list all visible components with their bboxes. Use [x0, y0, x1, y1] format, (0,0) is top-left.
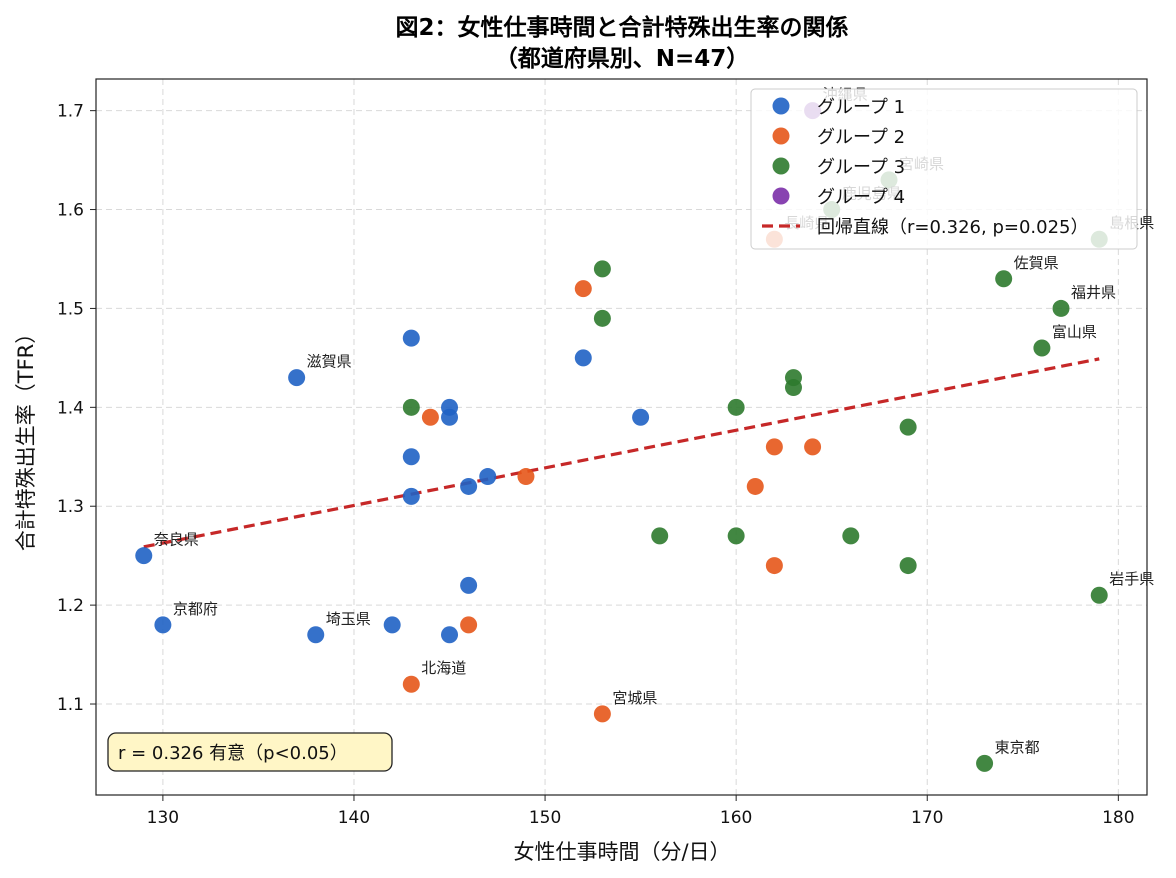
- data-point: [727, 398, 745, 416]
- legend-label: グループ 4: [817, 187, 905, 208]
- y-tick-label: 1.2: [57, 596, 84, 616]
- point-label: 東京都: [995, 738, 1040, 756]
- data-point: [402, 487, 420, 505]
- legend-marker: [772, 127, 790, 145]
- data-point: [135, 547, 153, 565]
- point-label: 福井県: [1071, 283, 1116, 301]
- data-point: [995, 270, 1013, 288]
- data-point: [307, 626, 325, 644]
- regression-line: [143, 357, 1100, 549]
- x-tick-label: 180: [1102, 808, 1134, 828]
- data-point: [479, 468, 497, 486]
- data-point: [632, 408, 650, 426]
- y-tick-label: 1.5: [57, 299, 84, 319]
- data-point: [593, 260, 611, 278]
- legend-marker: [772, 157, 790, 175]
- data-point: [402, 675, 420, 693]
- y-tick-label: 1.1: [57, 695, 84, 715]
- point-label: 宮城県: [612, 689, 657, 707]
- point-label: 北海道: [421, 659, 466, 677]
- x-tick-label: 130: [147, 808, 179, 828]
- data-point: [651, 527, 669, 545]
- legend-items: グループ 1 グループ 2 グループ 3 グループ 4 回帰直線（r=0.326, p=…: [762, 97, 1089, 238]
- point-label: 埼玉県: [326, 610, 371, 628]
- chart-title: 図2：女性仕事時間と合計特殊出生率の関係 （都道府県別、N=47）: [395, 14, 848, 72]
- legend-label: 回帰直線（r=0.326, p=0.025）: [817, 217, 1089, 238]
- data-point: [899, 418, 917, 436]
- data-point: [593, 705, 611, 723]
- point-label: 富山県: [1052, 323, 1097, 341]
- point-label: 佐賀県: [1014, 254, 1059, 272]
- axis-ticks: 130 140 150 160 170 180 1.1 1.2 1.3 1.4 1.5 1.6 1.7: [57, 102, 1135, 828]
- data-point: [402, 448, 420, 466]
- data-point: [574, 280, 592, 298]
- data-point: [804, 438, 822, 456]
- chart-title-line1: 図2：女性仕事時間と合計特殊出生率の関係: [395, 14, 848, 41]
- legend-label: グループ 3: [817, 157, 905, 178]
- annotation-text: r = 0.326 有意（p<0.05）: [118, 743, 348, 764]
- data-point: [383, 616, 401, 634]
- data-point: [441, 626, 459, 644]
- y-tick-label: 1.7: [57, 102, 84, 122]
- data-point: [460, 616, 478, 634]
- x-axis-label: 女性仕事時間（分/日）: [513, 840, 730, 864]
- data-point: [402, 329, 420, 347]
- regression-line-layer: [143, 357, 1100, 549]
- data-point: [899, 557, 917, 575]
- data-point: [517, 468, 535, 486]
- data-point: [784, 379, 802, 397]
- y-tick-label: 1.6: [57, 201, 84, 221]
- x-tick-label: 160: [720, 808, 752, 828]
- annotation-box: [107, 732, 393, 772]
- data-point: [1090, 586, 1108, 604]
- data-point: [460, 576, 478, 594]
- data-point: [1052, 299, 1070, 317]
- data-point: [1033, 339, 1051, 357]
- data-point: [441, 408, 459, 426]
- data-point: [746, 477, 764, 495]
- x-tick-label: 170: [911, 808, 943, 828]
- legend-marker: [772, 187, 790, 205]
- x-tick-label: 140: [338, 808, 370, 828]
- legend: グループ 1 グループ 2 グループ 3 グループ 4 回帰直線（r=0.326, p=…: [750, 88, 1138, 250]
- legend-label: グループ 2: [817, 127, 905, 148]
- data-point: [727, 527, 745, 545]
- data-point: [421, 408, 439, 426]
- y-tick-label: 1.3: [57, 497, 84, 517]
- y-axis-label: 合計特殊出生率（TFR）: [14, 323, 38, 552]
- legend-marker: [772, 97, 790, 115]
- data-point: [460, 477, 478, 495]
- data-point: [402, 398, 420, 416]
- data-point: [574, 349, 592, 367]
- correlation-annotation: r = 0.326 有意（p<0.05）: [107, 732, 393, 772]
- chart-subtitle: （都道府県別、N=47）: [495, 45, 750, 72]
- data-point: [765, 557, 783, 575]
- data-point: [154, 616, 172, 634]
- data-point: [842, 527, 860, 545]
- x-tick-label: 150: [529, 808, 561, 828]
- data-point: [288, 369, 306, 387]
- point-label: 滋賀県: [307, 353, 352, 371]
- data-point: [593, 309, 611, 327]
- point-label: 京都府: [173, 600, 218, 618]
- point-label: 奈良県: [154, 531, 199, 549]
- plot-frame: [95, 78, 1148, 796]
- data-point: [765, 438, 783, 456]
- data-point: [976, 754, 994, 772]
- y-tick-label: 1.4: [57, 398, 84, 418]
- point-label: 岩手県: [1109, 570, 1154, 588]
- legend-label: グループ 1: [817, 97, 905, 118]
- legend-box: [750, 88, 1138, 250]
